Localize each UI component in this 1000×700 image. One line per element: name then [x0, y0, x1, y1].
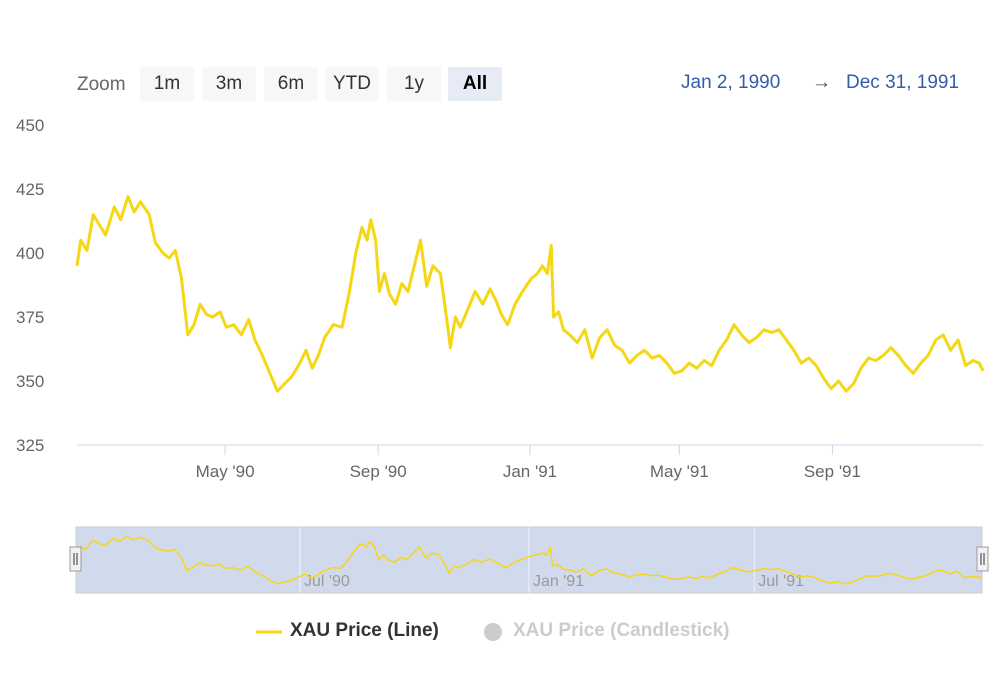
y-tick-label: 400 [16, 244, 44, 263]
y-tick-label: 450 [16, 116, 44, 135]
x-tick-label: Jan '91 [503, 462, 557, 481]
x-tick-label: Sep '90 [350, 462, 407, 481]
legend-candlestick-item[interactable]: XAU Price (Candlestick) [513, 620, 730, 641]
range-to-input[interactable]: Dec 31, 1991 [846, 72, 960, 93]
x-tick-label: Sep '91 [804, 462, 861, 481]
navigator-tick-label: Jul '90 [304, 573, 350, 590]
range-from-input[interactable]: Jan 2, 1990 [681, 72, 781, 93]
y-tick-label: 350 [16, 372, 44, 391]
navigator-right-handle[interactable] [976, 546, 989, 572]
zoom-6m-button[interactable]: 6m [264, 67, 318, 101]
navigator-axis: Jul '90 Jan '91 Jul '91 [299, 527, 804, 593]
legend-line-item[interactable]: XAU Price (Line) [290, 620, 439, 641]
y-tick-label: 375 [16, 308, 44, 327]
zoom-ytd-button[interactable]: YTD [325, 67, 379, 101]
zoom-3m-button[interactable]: 3m [202, 67, 256, 101]
zoom-1y-button[interactable]: 1y [387, 67, 441, 101]
legend-candlestick-symbol [484, 623, 502, 641]
x-tick-label: May '91 [650, 462, 709, 481]
y-tick-label: 425 [16, 180, 44, 199]
y-tick-label: 325 [16, 436, 44, 455]
navigator-tick-label: Jul '91 [758, 573, 804, 590]
navigator-series-line [75, 535, 983, 585]
navigator-tick-label: Jan '91 [533, 573, 584, 590]
navigator-left-handle[interactable] [69, 546, 82, 572]
zoom-label: Zoom [77, 74, 126, 95]
x-axis: May '90 Sep '90 Jan '91 May '91 Sep '91 [196, 445, 861, 481]
zoom-1m-button[interactable]: 1m [140, 67, 194, 101]
xau-price-line [75, 195, 985, 393]
y-axis: 325 350 375 400 425 450 [16, 116, 44, 455]
x-tick-label: May '90 [196, 462, 255, 481]
zoom-all-button[interactable]: All [448, 67, 502, 101]
range-arrow: → [812, 72, 831, 93]
